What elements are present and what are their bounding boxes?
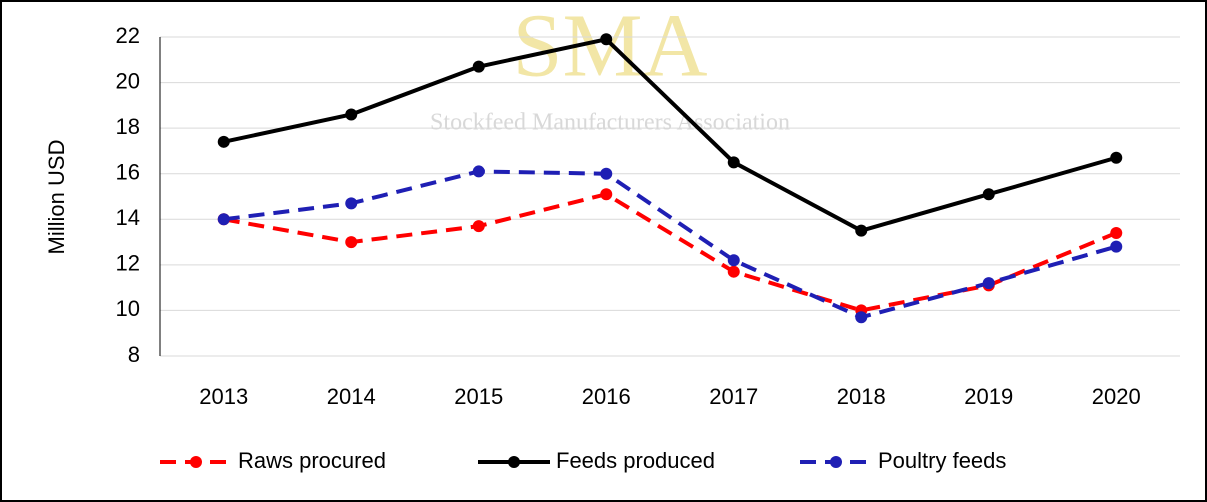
data-point	[1110, 241, 1122, 253]
x-tick-label: 2018	[837, 384, 886, 409]
x-tick-label: 2017	[709, 384, 758, 409]
data-point	[218, 213, 230, 225]
y-tick-label: 20	[116, 68, 140, 93]
data-point	[855, 311, 867, 323]
y-tick-label: 8	[128, 342, 140, 367]
data-point	[1110, 227, 1122, 239]
y-tick-label: 16	[116, 160, 140, 185]
x-tick-label: 2015	[454, 384, 503, 409]
data-point	[600, 33, 612, 45]
data-point	[983, 188, 995, 200]
data-point	[728, 254, 740, 266]
data-point	[473, 61, 485, 73]
x-tick-label: 2019	[964, 384, 1013, 409]
chart: SMA Stockfeed Manufacturers Association …	[0, 0, 1207, 502]
data-point	[345, 108, 357, 120]
watermark-logo: SMA	[512, 0, 707, 96]
data-point	[600, 168, 612, 180]
data-point	[345, 236, 357, 248]
legend-marker	[190, 456, 202, 468]
data-point	[473, 220, 485, 232]
watermark-caption: Stockfeed Manufacturers Association	[430, 110, 790, 136]
x-tick-label: 2016	[582, 384, 631, 409]
legend-label: Feeds produced	[556, 448, 715, 473]
data-point	[855, 225, 867, 237]
data-point	[1110, 152, 1122, 164]
data-point	[983, 277, 995, 289]
y-axis-label: Million USD	[44, 140, 69, 255]
legend-marker	[508, 456, 520, 468]
data-point	[473, 165, 485, 177]
x-tick-label: 2014	[327, 384, 376, 409]
data-point	[728, 266, 740, 278]
x-tick-label: 2013	[199, 384, 248, 409]
legend-label: Poultry feeds	[878, 448, 1006, 473]
y-tick-label: 18	[116, 114, 140, 139]
y-tick-label: 14	[116, 205, 140, 230]
x-tick-label: 2020	[1092, 384, 1141, 409]
data-point	[218, 136, 230, 148]
data-point	[600, 188, 612, 200]
data-point	[345, 197, 357, 209]
legend-marker	[830, 456, 842, 468]
y-tick-label: 12	[116, 251, 140, 276]
legend-label: Raws procured	[238, 448, 386, 473]
y-tick-label: 22	[116, 23, 140, 48]
data-point	[728, 156, 740, 168]
y-tick-label: 10	[116, 296, 140, 321]
